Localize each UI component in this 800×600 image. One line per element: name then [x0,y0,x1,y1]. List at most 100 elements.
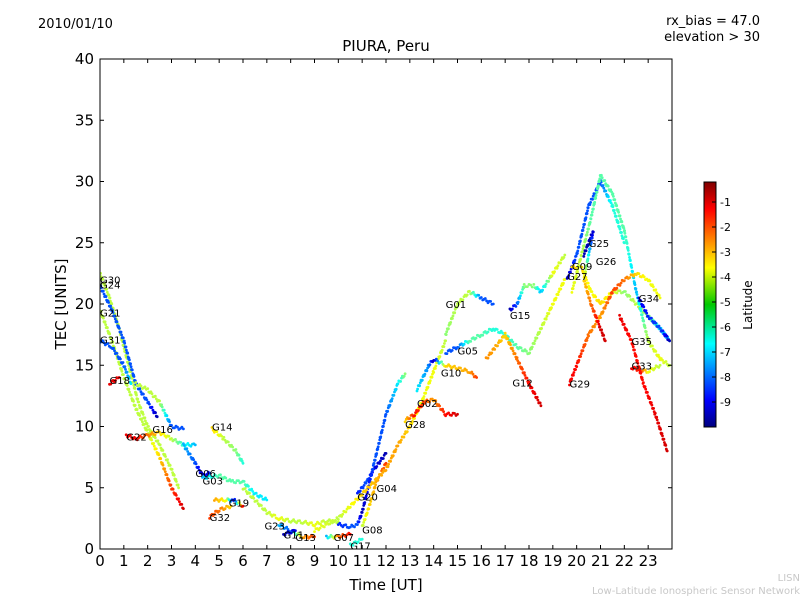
tec-point [410,422,414,426]
tec-point [418,381,422,385]
tec-point [295,521,298,525]
tec-point [536,398,540,402]
tec-point [595,190,599,194]
tec-point [168,420,171,424]
tec-point [579,355,582,358]
series-G32 [208,504,233,520]
tec-point [469,340,473,343]
x-tick-label: 22 [615,552,634,570]
tec-point [341,512,345,516]
tec-point [615,291,619,295]
tec-point [217,509,221,513]
tec-point [628,334,631,338]
tec-point [501,331,504,335]
tec-point [176,483,180,487]
tec-point [381,457,385,460]
tec-point [664,444,668,447]
tec-point [583,343,587,346]
tec-point [117,326,121,330]
tec-point [563,253,567,257]
tec-point [344,535,348,539]
tec-point [357,495,361,499]
tec-point [609,188,613,192]
tec-point [144,419,147,423]
tec-point [356,523,359,526]
tec-point [654,288,658,292]
tec-point [138,414,142,417]
x-tick-label: 2 [143,552,153,570]
tec-point [634,366,637,370]
tec-point [518,296,522,300]
tec-point [250,487,254,491]
tec-point [111,311,115,314]
tec-point [334,519,337,522]
tec-point [603,306,607,310]
tec-point [495,328,499,331]
series-G14 [210,426,245,465]
series-label: G22 [126,432,146,443]
tec-point [390,399,394,403]
tec-point [514,305,518,308]
tec-point [526,285,529,288]
tec-point [370,470,374,474]
tec-point [519,346,523,350]
tec-point [624,290,627,293]
tec-point [631,345,635,349]
series-label: G19 [229,498,249,509]
tec-point [154,447,158,451]
tec-point [588,220,592,224]
tec-point [633,283,637,286]
tec-point [379,435,383,439]
tec-point [599,316,602,319]
tec-point [177,486,181,490]
tec-point [442,345,446,348]
tec-point [305,534,309,538]
series-G02 [403,397,459,424]
tec-point [163,467,167,471]
tec-point [540,327,543,330]
colorbar-tick-label: -4 [720,271,731,284]
tec-point [361,524,365,527]
tec-point [280,516,284,519]
tec-point [657,421,661,425]
series-label: G16 [152,425,172,436]
tec-point [620,231,623,234]
tec-point [569,270,572,274]
tec-point [234,448,238,451]
tec-point [659,428,662,431]
tec-point [383,418,387,422]
tec-point [618,225,621,229]
tec-point [657,293,661,297]
series-label: G09 [572,262,592,273]
tec-point [235,451,239,454]
tec-point [340,515,343,518]
tec-point [646,314,650,318]
series-G34 [637,296,671,343]
y-tick-label: 35 [75,111,94,129]
tec-point [468,289,471,293]
tec-point [265,498,269,502]
tec-point [353,500,356,504]
footer-line-2: Low-Latitude Ionospheric Sensor Network [592,586,800,597]
tec-point [585,286,588,289]
x-tick-label: 15 [448,552,467,570]
tec-point [573,258,577,262]
tec-point [248,491,251,495]
plot-frame [99,58,673,550]
tec-point [165,473,169,477]
tec-point [622,237,625,241]
tec-point [150,438,154,442]
tec-point [589,201,592,204]
tec-point [566,276,570,280]
series-label: G15 [510,311,530,322]
tec-point [475,376,478,379]
tec-point [527,380,531,384]
tec-point [281,524,285,528]
tec-point [141,413,145,416]
tec-point [496,344,499,348]
tec-point [506,337,510,341]
tec-point [600,173,603,177]
tec-point [197,468,201,472]
tec-point [129,393,133,397]
series-label: G18 [110,376,130,387]
